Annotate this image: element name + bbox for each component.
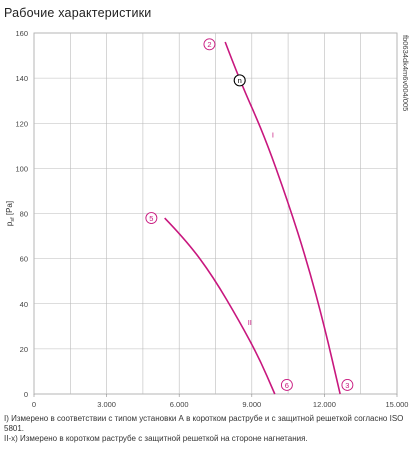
series-line-ii — [164, 217, 276, 395]
series-line-i — [224, 41, 341, 395]
curve-marker-5 — [145, 212, 158, 224]
curve-marker-label-6: 6 — [285, 381, 289, 390]
y-tick-label: 80 — [20, 210, 28, 219]
performance-chart: 0 20 40 60 80 100 120 140 160 0 3.000 6.000 9.000 12.… — [5, 29, 410, 409]
curve-marker-6 — [280, 379, 293, 391]
curve-marker-label-5: 5 — [149, 214, 153, 223]
side-code: fb0634dk4m6v004/005 — [401, 35, 410, 111]
series-label-i: I — [272, 131, 274, 140]
chart-title: Рабочие характеристики — [4, 6, 152, 20]
x-tick-label: 6.000 — [170, 400, 189, 409]
y-tick-label: 120 — [15, 119, 28, 128]
operating-point-marker — [233, 74, 246, 87]
y-tick-label: 160 — [15, 29, 28, 38]
y-tick-label: 100 — [15, 164, 28, 173]
x-tick-label: 12.000 — [313, 400, 336, 409]
y-tick-label: 20 — [20, 345, 28, 354]
curve-marker-2 — [203, 38, 216, 51]
footnote-1: I) Измерено в соответствии с типом устан… — [4, 414, 404, 433]
curve-marker-label-3: 3 — [345, 381, 349, 390]
footnote-2: II-x) Измерено в коротком раструбе с защ… — [4, 434, 308, 443]
x-tick-label: 0 — [32, 400, 36, 409]
x-tick-label: 15.000 — [386, 400, 409, 409]
operating-point-label: n — [238, 76, 242, 85]
y-axis-label: psf [Pa] — [5, 201, 16, 226]
curve-marker-3 — [341, 379, 354, 391]
series-label-ii: II — [248, 318, 252, 327]
x-tick-label: 9.000 — [242, 400, 261, 409]
y-tick-label: 140 — [15, 74, 28, 83]
y-tick-label: 0 — [24, 390, 28, 399]
curve-marker-label-2: 2 — [207, 40, 211, 49]
footnotes: I) Измерено в соответствии с типом устан… — [4, 414, 410, 444]
x-tick-label: 3.000 — [97, 400, 116, 409]
y-tick-label: 40 — [20, 300, 28, 309]
y-tick-label: 60 — [20, 255, 28, 264]
